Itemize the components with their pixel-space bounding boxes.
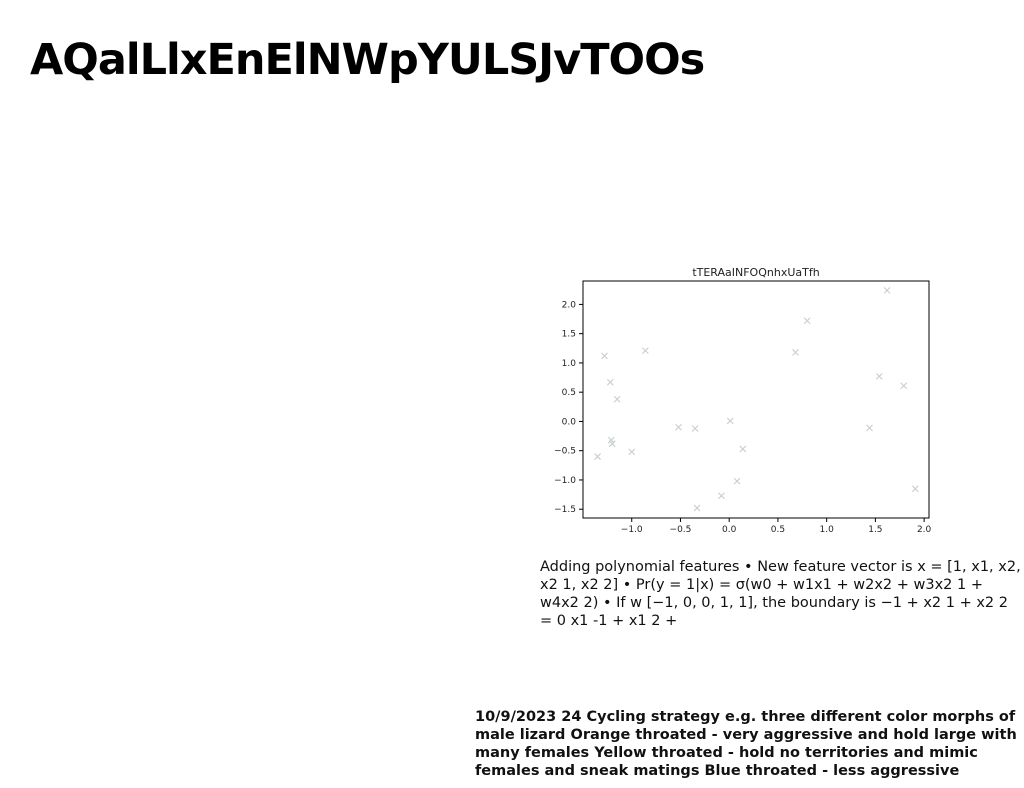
scatter-point [675,423,682,431]
y-tick-label: −1.5 [554,505,576,515]
scatter-point [803,317,811,325]
scatter-point [628,448,636,456]
scatter-chart: tTERAaINFOQnhxUaTfh −1.0 −0.5 0.0 0.5 1.0 1.5… [540,258,950,538]
y-tick-label: −0.5 [554,447,576,457]
scatter-point [726,417,734,425]
x-tick-label: 0.5 [771,525,785,535]
scatter-point [900,382,908,390]
x-tick-label: 1.5 [868,525,882,535]
scatter-point [606,378,614,386]
y-axis-ticks: −1.5 −1.0 −0.5 0.0 0.5 1.0 1.5 2.0 [554,300,583,515]
scatter-point [792,349,799,356]
scatter-point [693,504,701,512]
scatter-point [866,424,873,432]
data-points [594,286,919,512]
x-tick-label: −1.0 [621,525,643,535]
y-tick-label: 0.5 [562,388,576,398]
x-tick-label: −0.5 [670,525,692,535]
slide-body-text: Adding polynomial features • New feature… [540,559,1021,629]
scatter-point [691,425,699,432]
plot-frame [582,280,930,519]
page-title: AQalLlxEnElNWpYULSJvTOOs [30,35,705,85]
x-tick-label: 1.0 [819,525,834,535]
x-tick-label: 2.0 [917,525,932,535]
y-tick-label: 1.5 [562,330,576,340]
scatter-point [883,286,891,294]
y-tick-label: 0.0 [562,417,577,427]
scatter-point [613,395,621,403]
y-tick-label: 1.0 [562,359,577,369]
scatter-point [608,440,616,448]
y-tick-label: −1.0 [554,476,576,486]
y-tick-label: 2.0 [562,300,577,310]
x-tick-label: 0.0 [722,525,737,535]
scatter-point [641,347,649,355]
scatter-point [739,445,747,453]
scatter-point [875,372,883,380]
x-axis-ticks: −1.0 −0.5 0.0 0.5 1.0 1.5 2.0 [621,518,932,535]
chart-canvas: tTERAaINFOQnhxUaTfh −1.0 −0.5 0.0 0.5 1.0 1.5… [554,266,932,535]
chart-title: tTERAaINFOQnhxUaTfh [692,266,819,279]
scatter-point [911,485,919,493]
scatter-point [718,492,725,500]
footer-note: 10/9/2023 24 Cycling strategy e.g. three… [475,709,1017,779]
scatter-point [601,352,608,360]
scatter-point [594,453,602,460]
scatter-point [733,477,741,485]
